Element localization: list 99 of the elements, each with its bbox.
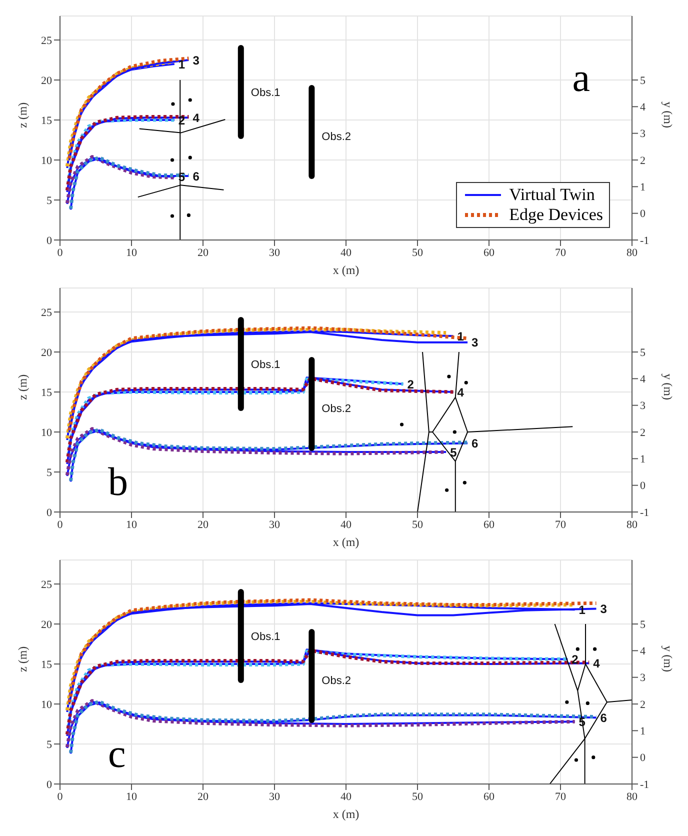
y-tick-label: 5 [46,738,52,751]
x-tick-label: 0 [57,790,64,803]
annotation: Obs.2 [322,402,352,415]
y-tick-label: 0 [46,506,52,519]
annotation: Obs.2 [322,674,352,687]
annotation: 3 [472,336,479,350]
x-axis-title: x (m) [332,807,360,821]
y-tick-label: 15 [41,386,52,399]
y2-tick-label: 4 [640,374,646,386]
x-tick-label: 60 [484,518,495,531]
annotation: Obs.1 [250,630,280,643]
y-tick-label: 20 [41,618,52,631]
legend-label: Edge Devices [509,205,603,225]
legend-label: Virtual Twin [509,185,595,205]
x-axis-title: x (m) [332,535,360,549]
y2-tick-label: 3 [640,128,646,140]
y2-tick-label: 0 [640,208,646,220]
y-axis-title: z (m) [15,374,30,400]
x-tick-label: 50 [412,246,424,259]
y-tick-label: 25 [41,578,52,591]
y2-tick-label: 1 [640,726,646,738]
annotation: 1 [457,329,464,344]
annotation: 2 [407,377,414,392]
y2-tick-label: 2 [640,698,646,711]
y2-tick-label: 2 [640,154,646,167]
annotation: Obs.2 [322,130,352,143]
y2-axis-title: y (m) [660,374,675,400]
y-tick-label: 15 [41,658,52,671]
x-axis-title: x (m) [332,263,360,277]
y-tick-label: 20 [41,346,52,359]
annotation: b [108,459,128,504]
x-tick-label: 50 [412,518,424,531]
annotation: 5 [450,445,458,460]
y-tick-label: 0 [46,234,52,247]
y2-tick-label: 1 [640,454,646,466]
y2-tick-label: 4 [640,102,646,114]
annotation: 4 [192,110,200,125]
annotation: a [572,55,590,100]
annotation: 4 [593,656,600,670]
x-tick-label: 80 [626,790,638,803]
y2-tick-label: 3 [640,400,646,412]
y2-tick-label: -1 [640,506,650,519]
y2-tick-label: -1 [640,778,650,791]
x-tick-label: 0 [57,246,64,259]
x-tick-label: 20 [198,246,209,259]
x-tick-label: 10 [126,790,138,803]
annotation: 6 [192,169,200,184]
x-tick-label: 30 [269,790,280,803]
x-tick-label: 60 [484,246,495,259]
y2-tick-label: 5 [640,346,646,359]
x-tick-label: 80 [626,518,638,531]
annotation: 3 [600,602,608,616]
x-tick-label: 20 [198,518,209,531]
y-axis-title: z (m) [15,646,30,672]
y2-axis-title: y (m) [660,646,675,672]
y-tick-label: 15 [41,114,52,127]
y-tick-label: 25 [41,34,52,47]
y-tick-label: 10 [41,698,52,711]
y2-tick-label: -1 [640,234,650,247]
y-tick-label: 10 [41,154,52,167]
y-axis-title: z (m) [15,102,30,128]
x-tick-label: 30 [269,518,280,531]
x-tick-label: 30 [269,246,280,259]
annotation: 4 [457,385,464,400]
x-tick-label: 20 [198,790,209,803]
y-tick-label: 20 [41,74,52,87]
y2-tick-label: 2 [640,426,646,439]
annotation: 3 [192,53,200,68]
y2-tick-label: 4 [640,646,646,658]
y-tick-label: 25 [41,306,52,319]
y-tick-label: 5 [46,194,52,207]
y-tick-label: 10 [41,426,52,439]
x-tick-label: 50 [412,790,424,803]
x-tick-label: 60 [484,790,495,803]
y2-tick-label: 0 [640,752,646,764]
annotation: 6 [600,710,608,725]
x-tick-label: 40 [340,246,352,259]
y-tick-label: 5 [46,466,52,479]
x-tick-label: 80 [626,246,638,259]
x-tick-label: 0 [57,518,64,531]
y2-tick-label: 5 [640,618,646,631]
y2-tick-label: 1 [640,182,646,194]
y2-tick-label: 3 [640,672,646,684]
y2-axis-title: y (m) [660,102,675,128]
x-tick-label: 70 [555,790,566,803]
y-tick-label: 0 [46,778,52,791]
x-tick-label: 10 [126,246,138,259]
x-tick-label: 40 [340,790,352,803]
annotation: Obs.1 [250,358,280,371]
x-tick-label: 70 [555,246,566,259]
x-tick-label: 70 [555,518,566,531]
x-tick-label: 10 [126,518,138,531]
annotation: c [108,731,126,776]
y2-tick-label: 5 [640,74,646,87]
annotation: 1 [178,57,186,72]
x-tick-label: 40 [340,518,352,531]
annotation: Obs.1 [250,86,280,99]
y2-tick-label: 0 [640,480,646,492]
annotation: 6 [472,436,479,450]
